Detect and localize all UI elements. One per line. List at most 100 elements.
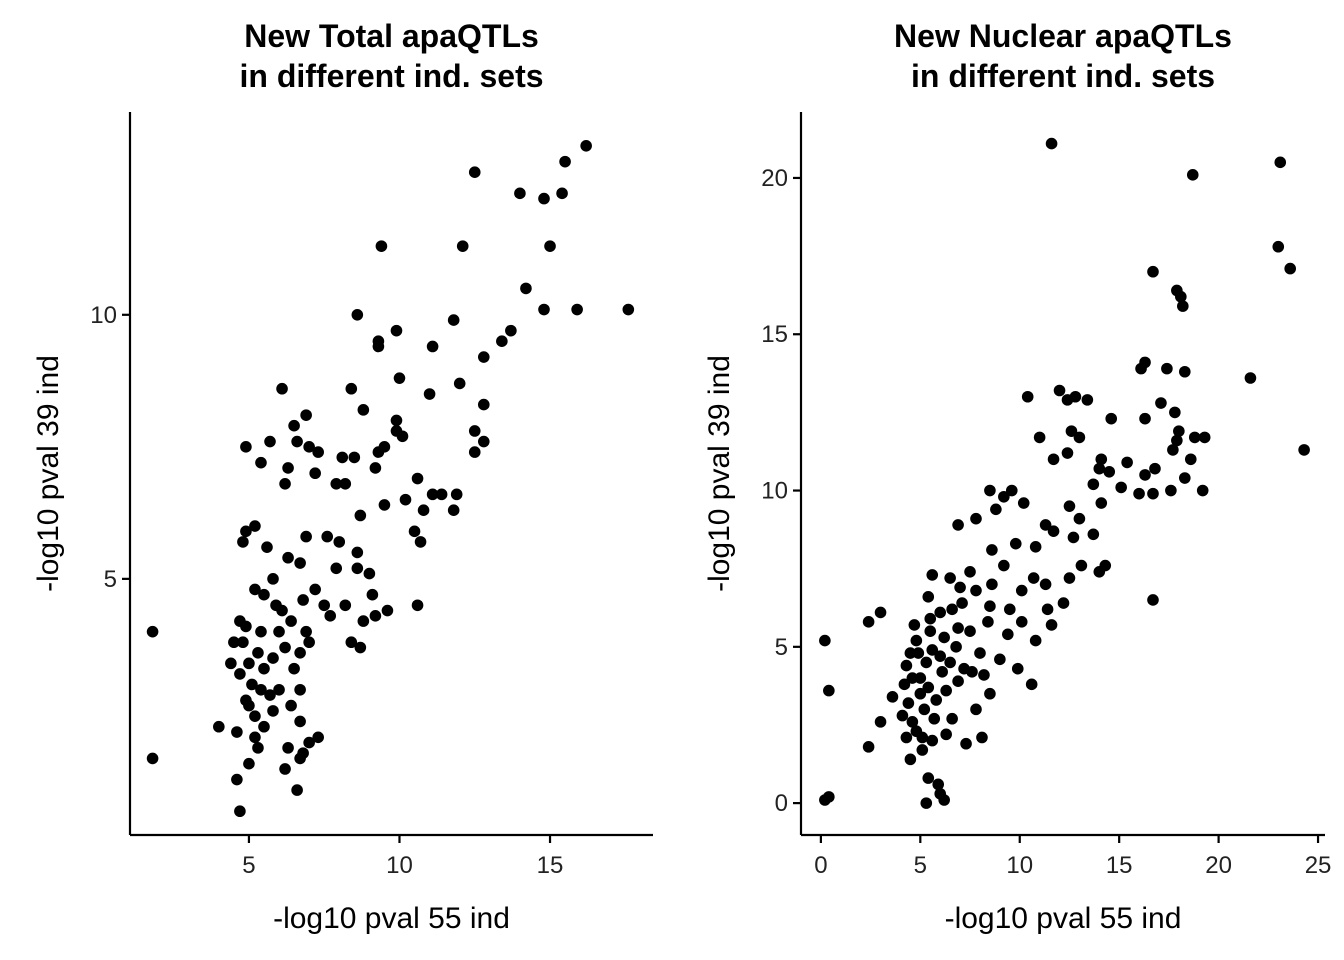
point xyxy=(261,541,273,553)
point xyxy=(1196,484,1209,497)
y-tick-label: 0 xyxy=(775,790,788,817)
point xyxy=(1047,453,1060,466)
point xyxy=(904,647,917,659)
point xyxy=(952,519,964,531)
panel: New Nuclear apaQTLs in different ind. set… xyxy=(703,18,1331,935)
point xyxy=(902,697,915,709)
point xyxy=(264,689,276,701)
point xyxy=(1147,487,1159,500)
point xyxy=(249,583,261,596)
point xyxy=(906,672,919,684)
x-tick-label: 10 xyxy=(1006,852,1033,879)
point xyxy=(538,303,550,316)
point xyxy=(1025,678,1038,691)
point xyxy=(886,691,899,703)
point xyxy=(333,536,346,548)
point xyxy=(514,187,526,200)
point xyxy=(940,728,952,741)
point xyxy=(279,477,291,490)
point xyxy=(351,562,364,575)
point xyxy=(393,372,406,384)
point xyxy=(1063,500,1076,512)
point xyxy=(1165,484,1177,497)
point xyxy=(1004,603,1016,616)
point xyxy=(928,712,941,725)
x-tick-label: 5 xyxy=(242,852,255,879)
point xyxy=(1029,541,1042,553)
point xyxy=(228,636,240,649)
point xyxy=(375,240,388,252)
point xyxy=(273,625,285,638)
chart-title: New Nuclear apaQTLs xyxy=(894,18,1232,54)
point xyxy=(234,615,246,627)
point xyxy=(240,441,252,453)
point xyxy=(862,741,875,753)
x-tick-label: 20 xyxy=(1205,852,1232,879)
point xyxy=(414,536,427,548)
point xyxy=(267,705,279,717)
point xyxy=(984,600,996,612)
point xyxy=(411,472,424,485)
point xyxy=(282,551,294,564)
point xyxy=(956,597,968,609)
point xyxy=(922,681,935,694)
point xyxy=(1149,462,1161,475)
point xyxy=(258,720,270,733)
point xyxy=(944,656,956,669)
point xyxy=(1053,384,1066,397)
point xyxy=(1015,584,1028,597)
point xyxy=(900,659,913,672)
point xyxy=(934,650,947,663)
y-tick-label: 5 xyxy=(775,634,788,661)
point xyxy=(964,625,976,637)
panel: New Total apaQTLs in different ind. sets 5… xyxy=(32,18,653,935)
point xyxy=(938,631,950,644)
point xyxy=(1115,481,1127,494)
point xyxy=(1121,456,1133,469)
point xyxy=(862,616,875,628)
point xyxy=(1002,628,1014,641)
point xyxy=(538,192,550,205)
point xyxy=(1073,512,1086,525)
point xyxy=(924,625,937,637)
point xyxy=(1033,431,1046,444)
point xyxy=(910,634,923,647)
point xyxy=(417,504,430,517)
point xyxy=(934,787,947,800)
point xyxy=(366,588,379,601)
point xyxy=(580,139,592,152)
point xyxy=(505,324,517,337)
point xyxy=(1179,365,1191,378)
point xyxy=(477,398,490,411)
point xyxy=(246,678,258,691)
point xyxy=(1175,290,1187,303)
point xyxy=(282,742,294,754)
point xyxy=(823,791,835,803)
point xyxy=(300,625,312,638)
point xyxy=(1186,169,1199,181)
point xyxy=(990,503,1002,516)
point xyxy=(916,731,929,744)
point xyxy=(1017,497,1030,509)
point xyxy=(1147,594,1159,606)
point xyxy=(556,187,568,200)
point xyxy=(1167,444,1179,456)
point xyxy=(318,599,331,612)
point xyxy=(926,644,939,656)
point xyxy=(946,603,958,616)
point xyxy=(363,567,376,580)
x-tick-label: 0 xyxy=(814,852,827,879)
point xyxy=(1039,519,1052,531)
point xyxy=(1065,425,1078,437)
point xyxy=(1177,300,1189,312)
point xyxy=(1169,406,1181,419)
x-tick-label: 15 xyxy=(1106,852,1133,879)
point xyxy=(279,763,291,775)
point xyxy=(390,324,403,337)
point xyxy=(1063,572,1076,584)
point xyxy=(622,303,635,316)
point xyxy=(922,772,935,784)
point xyxy=(303,736,315,749)
point xyxy=(559,155,571,168)
